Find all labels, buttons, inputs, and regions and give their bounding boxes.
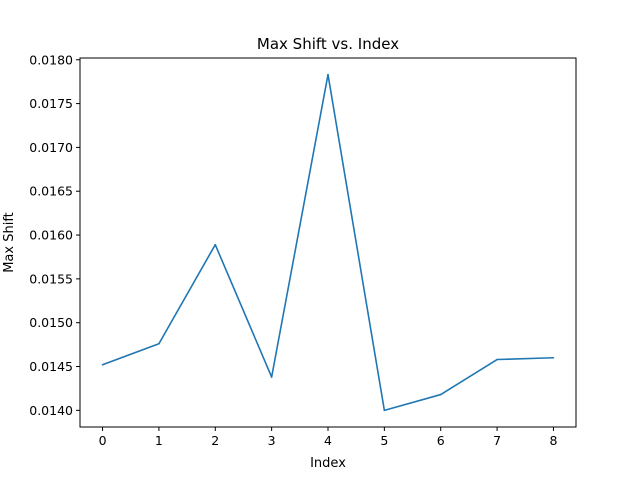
data-points [101,73,555,412]
x-tick-label: 4 [324,433,332,448]
data-point-8 [552,356,555,359]
data-point-2 [214,243,217,246]
x-tick-label: 2 [211,433,219,448]
chart-title: Max Shift vs. Index [257,35,399,53]
data-point-4 [327,73,329,76]
x-axis: 0 1 2 3 4 5 6 7 8 [99,427,557,448]
x-tick-label: 0 [99,433,107,448]
y-tick-label: 0.0150 [29,315,73,330]
y-axis: 0.0140 0.0145 0.0150 0.0155 0.0160 0.0165 0.01… [29,52,80,418]
data-point-6 [439,393,442,396]
y-tick-label: 0.0155 [29,271,73,286]
data-point-0 [101,363,104,366]
data-point-5 [383,409,386,412]
y-tick-label: 0.0165 [29,184,73,199]
x-tick-label: 6 [437,433,445,448]
x-tick-label: 7 [493,433,501,448]
y-axis-label: Max Shift [2,212,17,273]
x-tick-label: 3 [268,433,276,448]
y-tick-label: 0.0145 [29,359,73,374]
data-point-3 [270,376,273,378]
y-tick-label: 0.0160 [29,228,73,243]
y-tick-label: 0.0170 [29,140,73,155]
y-tick-label: 0.0175 [29,96,73,111]
x-tick-label: 1 [155,433,163,448]
x-tick-label: 5 [380,433,388,448]
data-point-7 [496,358,498,361]
plot-area [79,57,577,428]
x-axis-label: Index [310,456,346,471]
x-tick-label: 8 [549,433,557,448]
y-tick-label: 0.0180 [29,52,73,67]
y-tick-label: 0.0140 [29,403,73,418]
data-point-1 [158,342,160,345]
